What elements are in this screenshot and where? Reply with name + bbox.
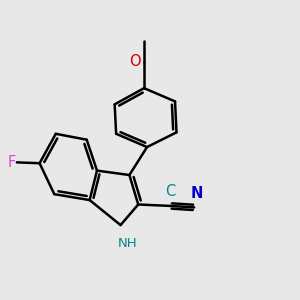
Text: NH: NH: [118, 237, 138, 250]
Text: N: N: [190, 186, 203, 201]
Text: C: C: [166, 184, 176, 200]
Text: F: F: [7, 155, 15, 170]
Text: O: O: [130, 54, 141, 69]
